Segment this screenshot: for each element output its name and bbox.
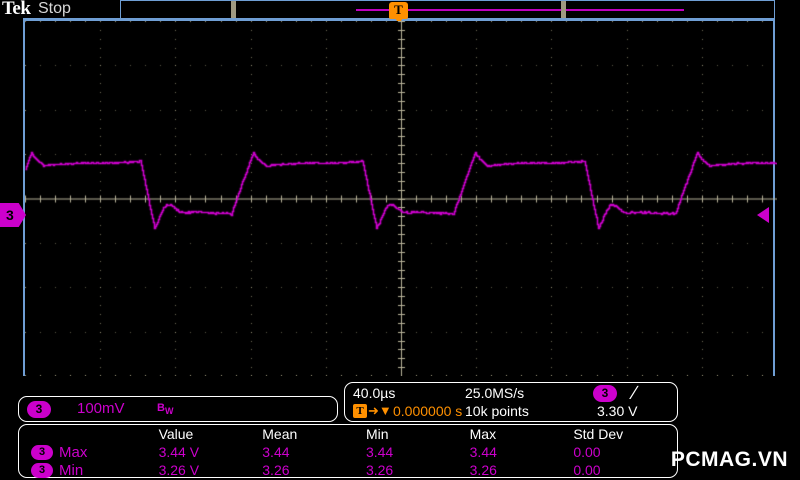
measurement-label-cell: 3 Max <box>19 443 159 461</box>
trigger-level-value[interactable]: 3.30 V <box>597 403 638 419</box>
column-header-value: Value <box>158 426 194 442</box>
graticule[interactable] <box>23 21 777 376</box>
measurement-table: Value Mean Min Max Std Dev 3 Max 3.44 V 3… <box>19 425 677 479</box>
watermark: PCMAG.VN <box>670 448 788 471</box>
trigger-delay-value[interactable]: 0.000000 s <box>393 403 463 419</box>
measurement-value: 3.26 V <box>158 462 200 478</box>
channel-3-offset-arrow-icon[interactable] <box>757 207 769 223</box>
trigger-source-badge[interactable]: 3 <box>593 385 617 402</box>
acquisition-state-label: Stop <box>38 0 71 17</box>
channel-3-ground-marker-label: 3 <box>0 203 26 227</box>
time-per-division[interactable]: 40.0µs <box>353 385 396 401</box>
column-header-stddev: Std Dev <box>573 426 624 442</box>
measurement-mean: 3.26 <box>262 462 290 478</box>
channel-settings-panel[interactable]: 3 100mV BW <box>18 396 338 422</box>
overview-bracket-right[interactable] <box>561 1 566 18</box>
measurement-stddev: 0.00 <box>573 462 601 478</box>
measurement-name-header <box>19 425 159 443</box>
record-length: 10k points <box>465 403 529 419</box>
sample-rate: 25.0MS/s <box>465 385 525 401</box>
tek-logo: Tek <box>2 0 31 19</box>
timebase-trigger-panel[interactable]: 40.0µs 25.0MS/s 10k points 3 ∕ 3.30 V T … <box>344 382 678 422</box>
trigger-delay-arrow-icon: ➜▼ <box>368 403 392 418</box>
measurement-mean: 3.44 <box>262 444 290 460</box>
bandwidth-limit-sub: W <box>164 406 174 417</box>
measurement-min: 3.44 <box>365 444 394 460</box>
column-header-mean: Mean <box>262 426 298 442</box>
measurement-name: Max <box>59 443 88 461</box>
measurement-panel[interactable]: Value Mean Min Max Std Dev 3 Max 3.44 V 3… <box>18 424 678 479</box>
measurement-stddev: 0.00 <box>573 444 601 460</box>
measurement-max: 3.44 <box>469 444 497 460</box>
measurement-name: Min <box>59 461 84 479</box>
bandwidth-limit-label: B <box>157 402 165 414</box>
measurement-max: 3.26 <box>469 462 497 478</box>
measurement-value: 3.44 V <box>158 444 200 460</box>
trigger-marker-label: T <box>389 2 408 19</box>
channel-3-badge: 3 <box>27 401 51 418</box>
measurement-channel-badge: 3 <box>31 444 53 460</box>
channel-3-ground-marker[interactable]: 3 <box>0 203 26 227</box>
channel-3-vertical-scale[interactable]: 100mV <box>77 400 125 417</box>
table-header-row: Value Mean Min Max Std Dev <box>19 425 677 443</box>
measurement-label-cell: 3 Min <box>19 461 159 479</box>
table-row[interactable]: 3 Max 3.44 V 3.44 3.44 3.44 0.00 <box>19 443 677 461</box>
trigger-position-marker-overview[interactable]: T <box>389 2 408 24</box>
trigger-slope-rising-icon[interactable]: ∕ <box>633 383 637 404</box>
measurement-min: 3.26 <box>365 462 394 478</box>
overview-trace <box>356 9 684 11</box>
measurement-channel-badge: 3 <box>31 462 53 478</box>
waveform-canvas <box>25 21 777 376</box>
column-header-min: Min <box>365 426 389 442</box>
bandwidth-limit-icon: BW <box>157 402 173 416</box>
table-row[interactable]: 3 Min 3.26 V 3.26 3.26 3.26 0.00 <box>19 461 677 479</box>
column-header-max: Max <box>469 426 497 442</box>
trigger-delay-icon: T <box>353 404 367 418</box>
overview-bracket-left[interactable] <box>231 1 236 18</box>
waveform-overview-bar[interactable] <box>120 0 775 19</box>
